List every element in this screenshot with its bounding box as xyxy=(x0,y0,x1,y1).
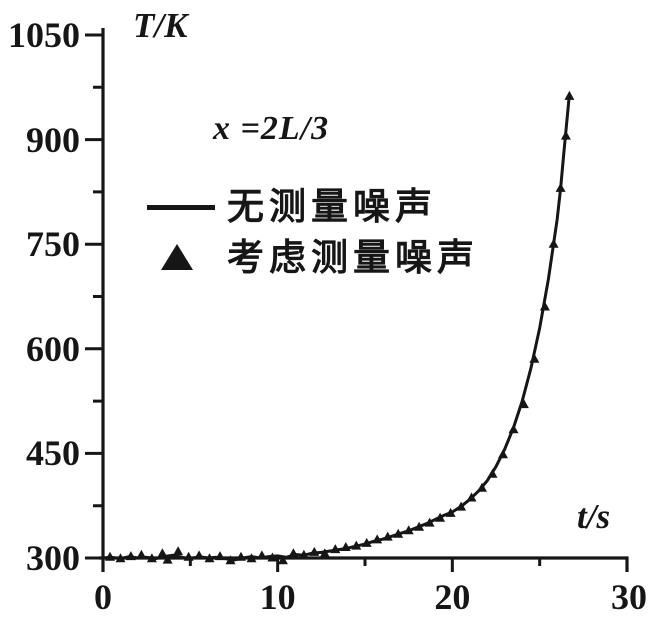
series-line-no-noise xyxy=(101,92,571,562)
annotation-position-label: x =2L/3 xyxy=(213,110,330,147)
x-tick-label: 30 xyxy=(611,577,647,617)
legend-triangle-icon xyxy=(161,244,193,270)
x-tick-label: 0 xyxy=(94,577,112,617)
y-tick-label: 450 xyxy=(26,433,80,474)
y-tick-label: 1050 xyxy=(8,15,80,55)
legend-line-marker xyxy=(147,205,215,210)
y-tick-label: 750 xyxy=(26,224,80,265)
y-tick-label: 900 xyxy=(26,119,80,160)
y-tick-label: 300 xyxy=(26,538,80,578)
y-axis-title: T/K xyxy=(133,6,188,45)
x-tick-label: 20 xyxy=(434,577,471,617)
x-axis-line xyxy=(99,556,629,572)
series-markers-with-noise xyxy=(105,90,575,565)
axis-ticks xyxy=(85,33,629,572)
x-axis-title: t/s xyxy=(577,497,611,536)
x-tick-label: 10 xyxy=(259,577,296,617)
legend-label-with-noise: 考虑测量噪声 xyxy=(227,237,479,278)
y-tick-label: 600 xyxy=(26,328,80,369)
legend-label-no-noise: 无测量噪声 xyxy=(227,186,437,227)
